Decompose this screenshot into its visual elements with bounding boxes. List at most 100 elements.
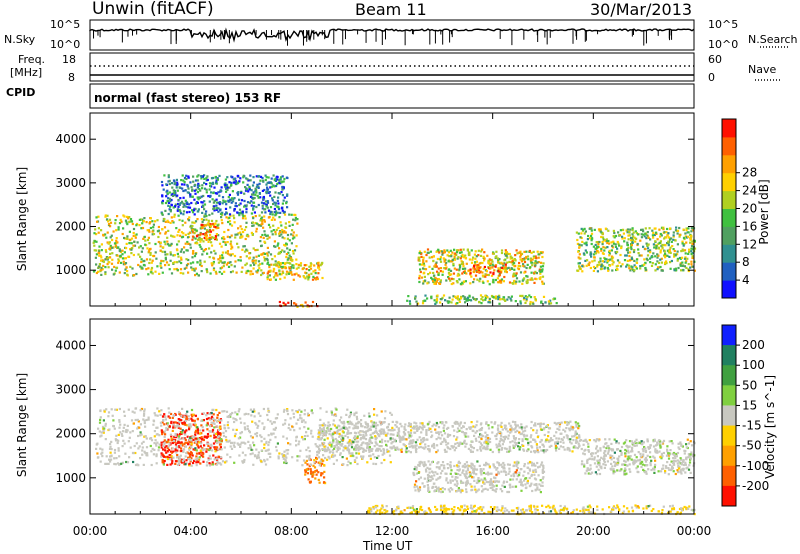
data-cell	[325, 410, 328, 413]
data-cell	[288, 224, 291, 227]
data-cell	[443, 249, 446, 252]
data-cell	[687, 227, 690, 230]
data-cell	[97, 427, 100, 430]
data-cell	[144, 435, 147, 438]
data-cell	[260, 253, 264, 256]
data-cell	[469, 483, 472, 486]
data-cell	[183, 181, 186, 184]
data-cell	[212, 262, 215, 265]
data-cell	[227, 426, 230, 430]
data-cell	[197, 274, 200, 277]
data-cell	[210, 191, 213, 194]
data-cell	[219, 267, 222, 270]
data-cell	[174, 448, 177, 451]
data-cell	[132, 460, 135, 464]
data-cell	[243, 205, 246, 208]
data-cell	[414, 446, 417, 449]
data-cell	[676, 232, 679, 235]
data-cell	[533, 296, 536, 299]
data-cell	[673, 253, 676, 256]
data-cell	[164, 258, 167, 261]
data-cell	[534, 468, 537, 471]
data-cell	[678, 226, 681, 230]
data-cell	[505, 269, 508, 272]
data-cell	[644, 232, 647, 235]
data-cell	[158, 410, 161, 413]
data-cell	[198, 456, 201, 459]
data-cell	[363, 449, 366, 452]
data-cell	[449, 269, 453, 272]
data-cell	[255, 432, 259, 435]
data-cell	[428, 265, 431, 268]
data-cell	[179, 460, 182, 463]
data-cell	[150, 271, 153, 274]
data-cell	[281, 175, 284, 178]
data-cell	[270, 177, 273, 180]
data-cell	[432, 271, 435, 275]
data-cell	[146, 452, 149, 455]
data-cell	[461, 267, 465, 270]
data-cell	[323, 476, 326, 479]
data-cell	[102, 431, 105, 434]
data-cell	[147, 418, 150, 421]
data-cell	[477, 249, 480, 252]
data-cell	[264, 203, 267, 206]
data-cell	[360, 443, 363, 447]
data-cell	[579, 236, 582, 239]
data-cell	[366, 442, 369, 445]
data-cell	[666, 234, 669, 237]
data-cell	[584, 249, 587, 252]
data-cell	[141, 218, 144, 221]
data-cell	[208, 213, 211, 217]
data-cell	[435, 250, 438, 253]
data-cell	[226, 186, 229, 189]
data-cell	[176, 463, 180, 466]
data-cell	[343, 425, 346, 428]
data-cell	[236, 413, 239, 416]
data-cell	[109, 455, 112, 458]
data-cell	[612, 235, 615, 238]
data-cell	[642, 233, 645, 236]
data-cell	[241, 213, 244, 216]
data-cell	[190, 417, 193, 420]
data-cell	[577, 232, 580, 235]
data-cell	[199, 449, 202, 452]
data-cell	[244, 442, 247, 445]
data-cell	[200, 195, 203, 198]
data-cell	[685, 266, 688, 269]
data-cell	[519, 271, 523, 274]
data-cell	[523, 479, 526, 482]
data-cell	[292, 234, 295, 237]
data-cell	[519, 294, 522, 297]
data-cell	[217, 258, 220, 261]
data-cell	[431, 267, 434, 270]
data-cell	[670, 240, 673, 243]
data-cell	[523, 463, 526, 466]
data-cell	[319, 264, 322, 267]
data-cell	[180, 183, 184, 186]
data-cell	[481, 444, 484, 447]
data-cell	[166, 253, 169, 256]
data-cell	[207, 219, 210, 222]
data-cell	[275, 449, 278, 452]
data-cell	[193, 183, 196, 186]
data-cell	[535, 278, 538, 281]
data-cell	[239, 421, 243, 424]
data-cell	[197, 182, 200, 185]
data-cell	[261, 179, 265, 182]
data-cell	[166, 455, 169, 458]
data-cell	[458, 268, 461, 271]
data-cell	[139, 245, 142, 248]
data-cell	[172, 262, 175, 265]
data-cell	[661, 246, 664, 249]
data-cell	[630, 248, 633, 251]
data-cell	[368, 440, 371, 443]
data-cell	[215, 181, 218, 184]
data-cell	[464, 301, 467, 304]
data-cell	[480, 261, 483, 265]
data-cell	[350, 443, 353, 446]
data-cell	[180, 431, 183, 434]
data-cell	[279, 231, 282, 234]
data-cell	[509, 449, 512, 452]
data-cell	[430, 461, 434, 464]
